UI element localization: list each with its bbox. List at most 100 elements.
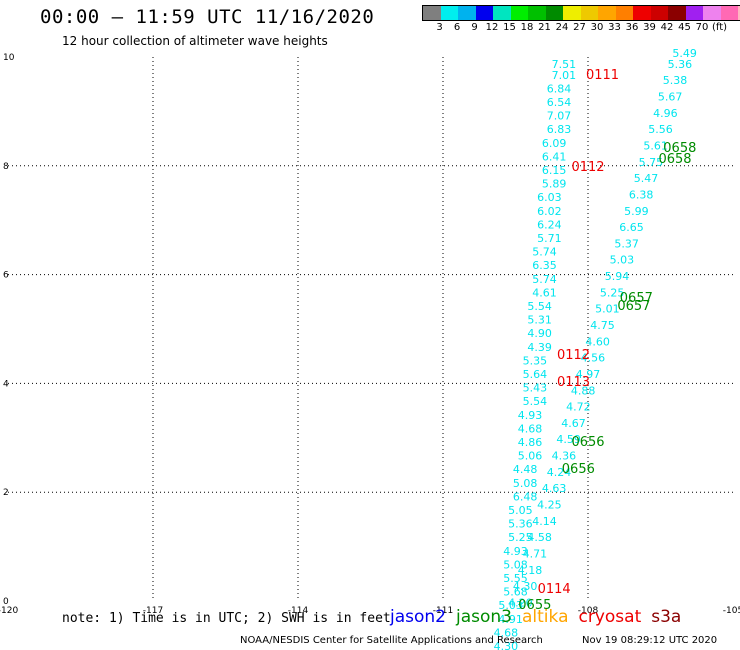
legend-jason3: jason3 xyxy=(456,607,512,627)
swh-value: 5.67 xyxy=(658,91,683,104)
swh-value: 5.08 xyxy=(503,558,528,571)
scale-label: 27 xyxy=(573,22,586,33)
swh-value: 5.43 xyxy=(523,382,548,395)
scale-label: 70 xyxy=(695,22,709,33)
swh-value: 4.91 xyxy=(498,613,523,626)
swh-value: 4.30 xyxy=(494,640,519,650)
chart-title: 00:00 – 11:59 UTC 11/16/2020 xyxy=(40,6,375,28)
swh-value: 5.31 xyxy=(527,314,552,327)
swh-value: 5.74 xyxy=(532,246,557,259)
scale-label: 18 xyxy=(520,22,534,33)
swh-value: 5.05 xyxy=(508,504,533,517)
swh-value: 5.38 xyxy=(663,74,688,87)
swh-value: 6.83 xyxy=(547,123,572,136)
swh-value: 4.93 xyxy=(503,545,528,558)
swh-value: 4.14 xyxy=(532,515,557,528)
swh-value: 7.51 xyxy=(552,58,577,71)
swh-value: 5.74 xyxy=(532,273,557,286)
scale-label: 9 xyxy=(471,22,478,33)
scale-label: 21 xyxy=(538,22,551,33)
scale-label: 39 xyxy=(643,22,656,33)
swh-value: 4.97 xyxy=(576,368,601,381)
time-label: 0113 xyxy=(557,375,590,390)
swh-value: 4.59 xyxy=(556,433,581,446)
swh-value: 4.48 xyxy=(513,463,538,476)
swh-value: 4.30 xyxy=(513,580,538,593)
swh-value: 5.47 xyxy=(634,172,659,185)
swh-value: 4.67 xyxy=(561,417,586,430)
scale-label: 42 xyxy=(660,22,674,33)
y-tick-label: 10 xyxy=(3,53,15,63)
swh-value: 5.61 xyxy=(643,139,668,152)
swh-value: 4.90 xyxy=(527,327,552,340)
scale-swatch xyxy=(668,6,686,20)
swh-value: 5.36 xyxy=(668,58,693,71)
swh-value: 4.58 xyxy=(527,531,552,544)
swh-value: 4.18 xyxy=(518,564,543,577)
swh-value: 6.48 xyxy=(513,490,538,503)
time-label: 0657 xyxy=(617,299,650,314)
swh-value: 6.15 xyxy=(542,164,567,177)
swh-value: 4.63 xyxy=(542,482,567,495)
scale-label: 6 xyxy=(453,22,461,33)
swh-value: 4.36 xyxy=(552,450,577,463)
swh-value: 4.24 xyxy=(547,466,572,479)
scale-swatch xyxy=(598,6,616,20)
scale-label: 30 xyxy=(590,22,604,33)
scale-label: 33 xyxy=(608,22,621,33)
scale-label: 36 xyxy=(625,22,639,33)
swh-value: 4.93 xyxy=(518,409,543,422)
legend-cryosat: cryosat xyxy=(578,607,642,627)
scale-swatch xyxy=(738,6,740,20)
x-tick-label: -114 xyxy=(288,606,309,616)
time-label: 0657 xyxy=(620,291,653,306)
swh-value: 7.07 xyxy=(547,110,572,123)
scale-swatch xyxy=(703,6,721,20)
swh-value: 4.56 xyxy=(581,352,606,365)
credit-text: NOAA/NESDIS Center for Satellite Applica… xyxy=(240,635,543,646)
swh-value: 4.68 xyxy=(494,626,519,639)
scale-label: (ft) xyxy=(711,22,728,33)
swh-value: 6.65 xyxy=(619,221,644,234)
swh-value: 6.03 xyxy=(537,191,562,204)
chart-subtitle: 12 hour collection of altimeter wave hei… xyxy=(62,34,328,48)
swh-value: 5.71 xyxy=(537,232,562,245)
scale-swatch xyxy=(475,6,493,20)
scale-label: 12 xyxy=(485,22,499,33)
swh-value: 5.55 xyxy=(503,572,528,585)
swh-value: 4.75 xyxy=(590,319,615,332)
swh-value: 4.25 xyxy=(537,499,562,512)
swh-value: 4.68 xyxy=(518,422,543,435)
time-label: 0658 xyxy=(658,152,691,167)
swh-value: 4.72 xyxy=(566,401,591,414)
swh-value: 4.96 xyxy=(653,107,678,120)
time-label: 0112 xyxy=(557,348,590,363)
time-label: 0655 xyxy=(518,598,551,613)
y-tick-label: 4 xyxy=(3,379,9,389)
swh-value: 4.20 xyxy=(508,596,533,609)
swh-value: 4.39 xyxy=(527,341,552,354)
time-label: 0656 xyxy=(562,462,595,477)
swh-value: 5.36 xyxy=(508,518,533,531)
swh-value: 6.09 xyxy=(542,137,567,150)
swh-value: 5.25 xyxy=(508,531,533,544)
scale-swatch xyxy=(563,6,581,20)
y-tick-label: 0 xyxy=(3,597,9,607)
swh-value: 6.84 xyxy=(547,82,572,95)
swh-value: 5.54 xyxy=(523,395,548,408)
swh-value: 4.61 xyxy=(532,286,557,299)
color-scale-labels: 3 6 9 12 15 18 21 24 27 30 33 36 39 42 45 70 (ft) xyxy=(422,22,740,34)
units-note: note: 1) Time is in UTC; 2) SWH is in fe… xyxy=(62,611,391,626)
satellite-legend: jason2 jason3 altika cryosat s3a xyxy=(390,607,691,627)
swh-value: 5.08 xyxy=(513,477,538,490)
swh-value: 6.35 xyxy=(532,259,557,272)
swh-value: 6.41 xyxy=(542,150,567,163)
scale-swatch xyxy=(528,6,546,20)
swh-value: 5.49 xyxy=(672,47,697,60)
time-label: 0111 xyxy=(586,68,619,83)
scale-swatch xyxy=(423,6,441,20)
scale-swatch xyxy=(633,6,651,20)
swh-value: 4.60 xyxy=(585,335,610,348)
swh-value: 4.86 xyxy=(518,436,543,449)
